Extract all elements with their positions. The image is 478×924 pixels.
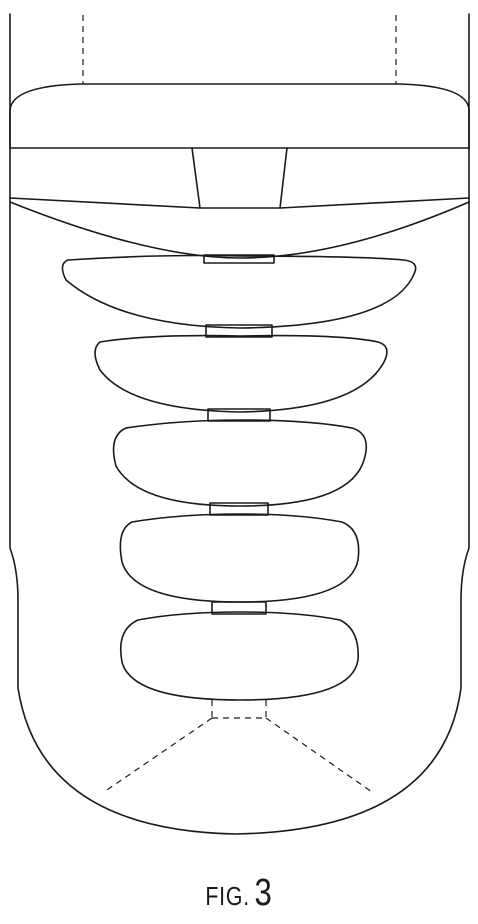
body-outline bbox=[10, 14, 469, 834]
figure-caption-prefix: FIG. bbox=[205, 881, 250, 911]
bottom-dashed-line-right-diagonal bbox=[266, 718, 372, 792]
lobe-2 bbox=[95, 336, 387, 412]
figure-caption: FIG. 3 bbox=[43, 872, 435, 915]
neck-line-right bbox=[280, 148, 287, 208]
lobe-5 bbox=[121, 612, 358, 700]
top-cap bbox=[10, 84, 469, 148]
lobe-1 bbox=[62, 256, 415, 329]
bottom-dashed-line-left-diagonal bbox=[104, 718, 212, 792]
lobe-3 bbox=[114, 420, 367, 506]
lower-sweep-curve bbox=[10, 202, 469, 258]
band-line-mid-left bbox=[10, 198, 200, 208]
neck-line-left bbox=[192, 148, 200, 208]
lobe-4 bbox=[120, 514, 358, 602]
figure-caption-number: 3 bbox=[255, 872, 273, 914]
band-line-mid-right bbox=[280, 198, 469, 208]
